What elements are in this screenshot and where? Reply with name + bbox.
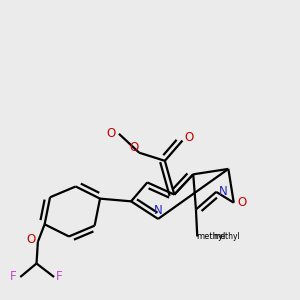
- Text: methyl: methyl: [214, 232, 240, 241]
- Text: F: F: [56, 271, 63, 284]
- Text: O: O: [237, 196, 247, 209]
- Text: N: N: [154, 204, 163, 217]
- Text: methyl: methyl: [196, 232, 226, 241]
- Text: O: O: [106, 127, 116, 140]
- Text: N: N: [219, 185, 227, 198]
- Text: O: O: [129, 141, 138, 154]
- Text: F: F: [10, 271, 17, 284]
- Text: O: O: [184, 131, 194, 144]
- Text: O: O: [26, 233, 36, 246]
